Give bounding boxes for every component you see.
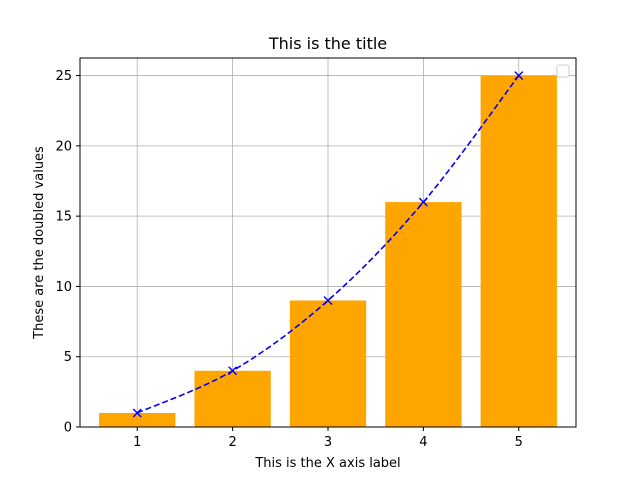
x-axis-label: This is the X axis label bbox=[254, 456, 400, 471]
bar bbox=[99, 412, 176, 427]
y-tick-label: 0 bbox=[64, 421, 72, 436]
chart-title: This is the title bbox=[268, 34, 387, 53]
y-tick-label: 20 bbox=[55, 139, 72, 154]
line-marker bbox=[514, 71, 524, 81]
y-tick-label: 10 bbox=[55, 280, 72, 295]
bar bbox=[480, 75, 557, 428]
axis-ticks: 1 2 3 4 5 0 5 10 15 20 25 bbox=[55, 69, 522, 450]
y-tick-label: 15 bbox=[55, 210, 72, 225]
x-tick-label: 5 bbox=[515, 435, 523, 450]
legend-box bbox=[556, 64, 570, 78]
line-marker bbox=[132, 408, 142, 418]
x-tick-label: 4 bbox=[419, 435, 427, 450]
line-marker bbox=[418, 197, 428, 207]
x-tick-label: 1 bbox=[133, 435, 141, 450]
x-tick-label: 3 bbox=[324, 435, 332, 450]
x-tick-label: 2 bbox=[228, 435, 236, 450]
y-axis-label: These are the doubled values bbox=[32, 146, 47, 340]
bar bbox=[385, 202, 462, 427]
line-marker bbox=[323, 295, 333, 305]
bar bbox=[194, 370, 271, 427]
bar bbox=[289, 300, 367, 427]
y-tick-label: 5 bbox=[64, 350, 72, 365]
line-series bbox=[132, 71, 524, 418]
line-marker bbox=[228, 366, 238, 376]
y-tick-label: 25 bbox=[55, 69, 72, 84]
